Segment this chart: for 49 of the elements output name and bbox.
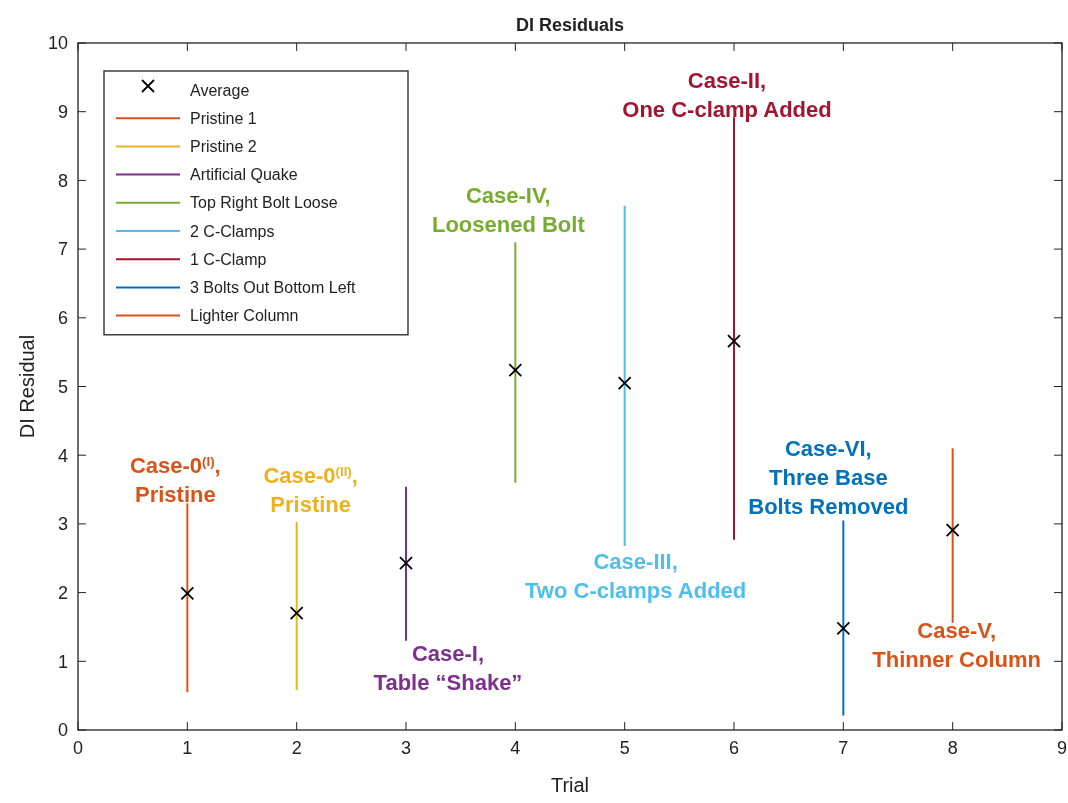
legend-label: 1 C-Clamp <box>190 250 267 268</box>
x-tick-label: 5 <box>619 738 630 758</box>
annotation: Case-IV, Loosened Bolt <box>431 183 586 238</box>
point <box>399 556 413 570</box>
legend-label: 3 Bolts Out Bottom Left <box>190 279 356 296</box>
legend-label: Pristine 1 <box>190 109 257 127</box>
legend-label: Average <box>190 81 250 99</box>
point <box>836 621 851 636</box>
annotation: Case-III, Two C-clamps Added <box>525 549 747 604</box>
x-tick-label: 1 <box>182 738 193 758</box>
chart-title: DI Residuals <box>515 15 625 35</box>
legend-label: Lighter Column <box>190 307 299 325</box>
point <box>508 363 523 377</box>
x-axis-title: Trial <box>550 774 590 796</box>
y-tick-label: 3 <box>57 514 68 535</box>
legend-label: 2 C-Clamps <box>190 222 275 240</box>
x-tick-label: 2 <box>291 738 302 758</box>
annotation: Case-V, Thinner Column <box>872 618 1041 673</box>
x-tick-label: 4 <box>510 738 521 758</box>
x-tick-label: 7 <box>838 738 849 758</box>
legend-label: Artificial Quake <box>190 166 298 184</box>
annotation: Case-VI, Three Base Bolts Removed <box>748 436 909 520</box>
annotation: Case-0$^{(II)}$, Pristine <box>263 463 358 518</box>
y-axis-title: DI Residual <box>16 334 38 439</box>
y-tick-label: 1 <box>57 651 68 672</box>
point <box>617 376 632 390</box>
x-tick-label: 6 <box>728 738 740 758</box>
point <box>180 586 195 601</box>
y-tick-label: 9 <box>57 102 68 122</box>
point <box>289 606 304 621</box>
annotation: Case-I, Table “Shake” <box>373 640 523 695</box>
x-tick-label: 9 <box>1056 738 1068 758</box>
y-tick-label: 10 <box>47 33 68 54</box>
annotation: Case-0$^{(I)}$, Pristine <box>129 453 221 508</box>
y-tick-label: 5 <box>57 376 68 397</box>
annotation: Case-II, One C-clamp Added <box>622 68 832 123</box>
y-tick-label: 6 <box>57 308 68 329</box>
x-tick-label: 0 <box>72 738 84 758</box>
legend-label: Top Right Bolt Loose <box>190 194 338 212</box>
point <box>727 334 741 349</box>
y-tick-label: 7 <box>57 239 68 260</box>
y-tick-label: 8 <box>57 170 68 191</box>
x-tick-label: 3 <box>400 738 412 758</box>
y-tick-label: 2 <box>57 582 68 603</box>
point <box>945 523 960 537</box>
y-tick-label: 0 <box>57 720 68 741</box>
legend-label: Pristine 2 <box>190 138 257 155</box>
x-tick-label: 8 <box>947 738 958 758</box>
y-tick-label: 4 <box>57 445 68 466</box>
